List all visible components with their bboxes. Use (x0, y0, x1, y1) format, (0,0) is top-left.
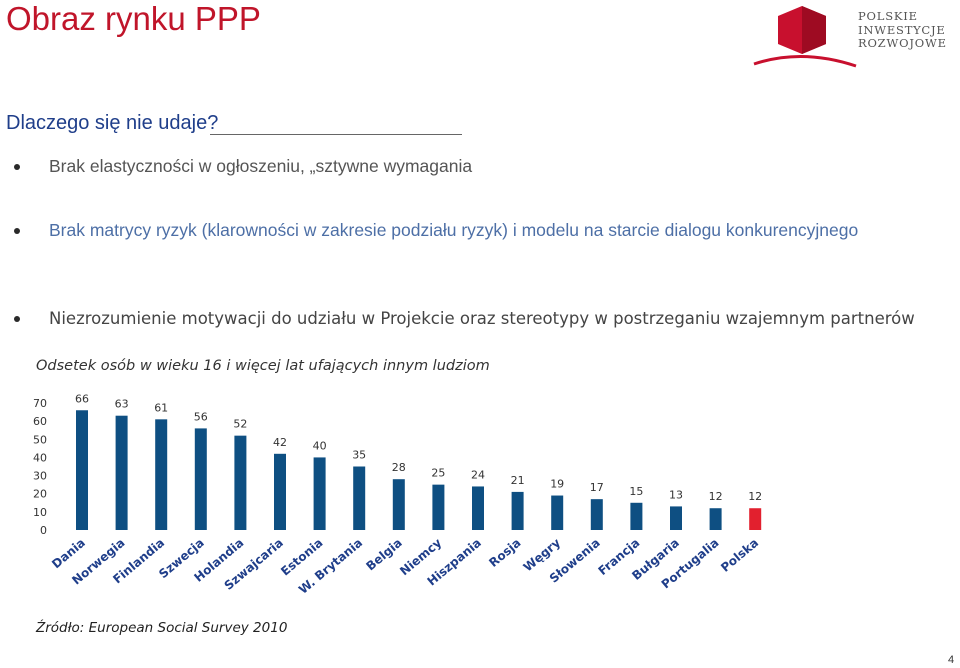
bar (353, 466, 366, 530)
x-tick-label: Rosja (486, 536, 523, 570)
data-label: 40 (313, 439, 327, 452)
data-label: 19 (550, 478, 564, 491)
data-label: 12 (709, 490, 723, 503)
bar (630, 502, 643, 530)
data-label: 17 (590, 481, 604, 494)
bullet-text: Brak matrycy ryzyk (klarowności w zakres… (49, 220, 859, 240)
data-label: 66 (75, 392, 89, 405)
bar (432, 484, 445, 530)
bullet-icon (14, 228, 20, 234)
bar (749, 508, 762, 530)
y-tick-label: 40 (33, 451, 47, 464)
source-note: Źródło: European Social Survey 2010 (36, 620, 288, 636)
bullet-text: Niezrozumienie motywacji do udziału w Pr… (49, 309, 915, 328)
y-tick-label: 70 (33, 397, 47, 410)
bar (234, 435, 247, 530)
bar (590, 499, 603, 530)
bar (551, 495, 564, 530)
bar (115, 415, 128, 530)
bar (274, 453, 286, 530)
data-label: 61 (154, 401, 168, 414)
data-label: 21 (511, 474, 525, 487)
data-label: 15 (629, 485, 643, 498)
logo-line: ROZWOJOWE (858, 36, 947, 50)
x-tick-label: Polska (718, 536, 761, 575)
data-label: 12 (748, 490, 762, 503)
logo-icon (753, 6, 857, 68)
data-label: 56 (194, 410, 208, 423)
bar (155, 419, 168, 530)
data-label: 63 (115, 398, 129, 411)
data-label: 35 (352, 449, 366, 462)
bar (511, 491, 524, 530)
section-subtitle: Dlaczego się nie udaje? (6, 112, 219, 134)
bar (313, 457, 326, 530)
bullet-icon (14, 164, 20, 170)
data-label: 25 (431, 467, 445, 480)
y-tick-label: 10 (33, 506, 47, 519)
logo-line: INWESTYCJE (858, 22, 946, 37)
y-tick-label: 50 (33, 433, 47, 446)
data-label: 13 (669, 488, 683, 501)
bullet-icon (14, 316, 20, 322)
data-label: 24 (471, 468, 485, 481)
data-label: 42 (273, 436, 287, 449)
page-title: Obraz rynku PPP (6, 0, 261, 37)
logo-line: POLSKIE (858, 9, 918, 23)
y-tick-label: 0 (40, 524, 47, 537)
bar (76, 410, 88, 530)
chart-title: Odsetek osób w wieku 16 i więcej lat ufa… (36, 358, 490, 374)
data-label: 52 (233, 418, 247, 431)
bullet-text: Brak elastyczności w ogłoszeniu, „sztywn… (49, 156, 473, 176)
y-tick-label: 30 (33, 470, 47, 483)
bar (472, 486, 484, 530)
logo-text: POLSKIE INWESTYCJE ROZWOJOWE (858, 9, 958, 51)
y-tick-label: 60 (33, 415, 47, 428)
bar (392, 479, 405, 530)
divider (210, 134, 462, 135)
bar (709, 508, 722, 530)
y-tick-label: 20 (33, 488, 47, 501)
bar (194, 428, 207, 530)
bar (670, 506, 682, 530)
data-label: 28 (392, 461, 406, 474)
page-number: 4 (948, 654, 955, 666)
